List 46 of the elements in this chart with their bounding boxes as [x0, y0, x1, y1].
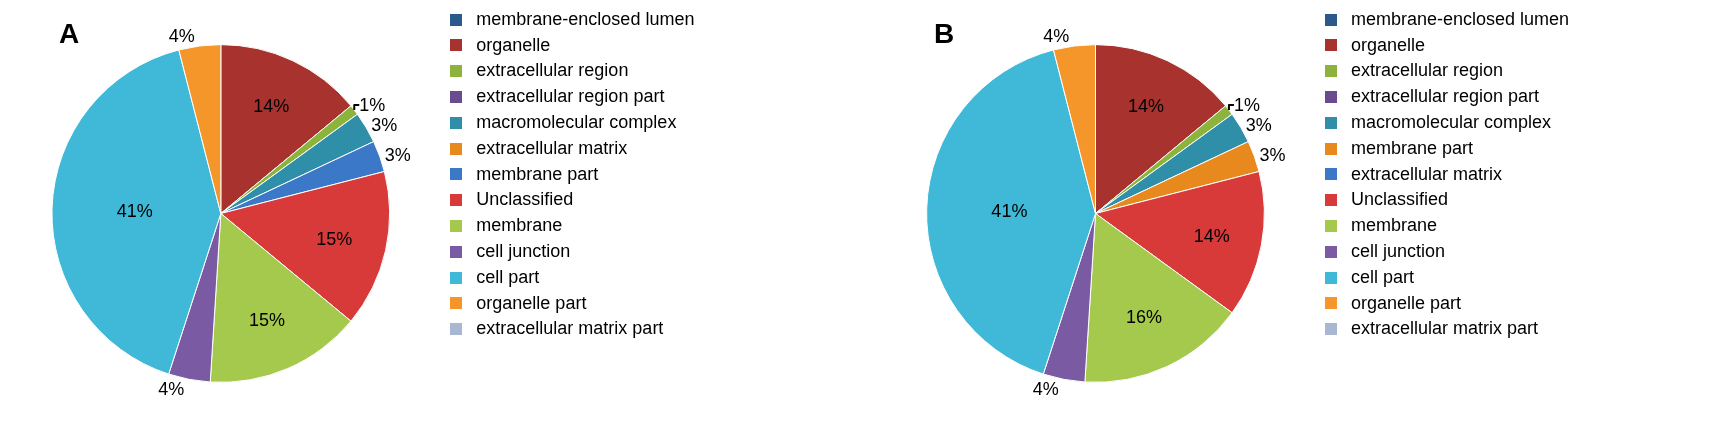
legend-label: extracellular region: [1350, 59, 1504, 83]
data-label: 15%: [316, 228, 353, 249]
data-label: 14%: [1127, 96, 1164, 117]
data-label: 14%: [253, 96, 290, 117]
legend-label: organelle: [476, 33, 551, 57]
data-label: 3%: [371, 114, 398, 135]
data-label: 41%: [991, 200, 1028, 221]
data-label: 4%: [1032, 379, 1059, 400]
legend-label: membrane-enclosed lumen: [476, 7, 695, 31]
legend-label: membrane part: [1350, 136, 1474, 160]
legend-label: cell junction: [1350, 239, 1446, 263]
legend-label: membrane-enclosed lumen: [1350, 7, 1570, 31]
data-label: 16%: [1126, 306, 1163, 327]
legend-label: cell junction: [476, 239, 571, 263]
legend-label: extracellular matrix: [476, 136, 628, 160]
data-label: 4%: [168, 26, 195, 47]
data-label: 4%: [158, 379, 185, 400]
data-label: 15%: [248, 310, 285, 331]
legend-label: membrane: [1350, 214, 1438, 238]
data-label: 1%: [1233, 94, 1260, 115]
chart-title: B: [934, 18, 955, 49]
chart-title: A: [59, 18, 80, 49]
data-label: 3%: [1259, 145, 1286, 166]
legend-label: extracellular region part: [476, 85, 665, 109]
legend-label: organelle part: [476, 291, 587, 315]
data-label: 4%: [1043, 26, 1070, 47]
data-label: 3%: [384, 145, 411, 166]
legend-label: macromolecular complex: [1350, 111, 1552, 134]
legend-label: membrane part: [476, 162, 599, 186]
legend-label: cell part: [476, 265, 540, 289]
legend-label: cell part: [1350, 265, 1414, 289]
legend-label: Unclassified: [476, 188, 574, 212]
legend-label: extracellular matrix part: [1350, 317, 1539, 341]
data-label: 41%: [116, 200, 153, 221]
legend-label: Unclassified: [1350, 188, 1449, 212]
legend-label: membrane: [476, 214, 563, 238]
data-label: 14%: [1193, 225, 1230, 246]
legend-label: organelle part: [1350, 291, 1462, 315]
data-label: 1%: [359, 94, 386, 115]
data-label: 3%: [1245, 114, 1272, 135]
legend-label: extracellular matrix part: [476, 317, 664, 341]
legend-label: extracellular matrix: [1350, 162, 1503, 186]
legend-label: macromolecular complex: [476, 111, 677, 134]
legend-label: extracellular region part: [1350, 85, 1540, 109]
legend-label: organelle: [1350, 33, 1426, 57]
legend-label: extracellular region: [476, 59, 629, 83]
